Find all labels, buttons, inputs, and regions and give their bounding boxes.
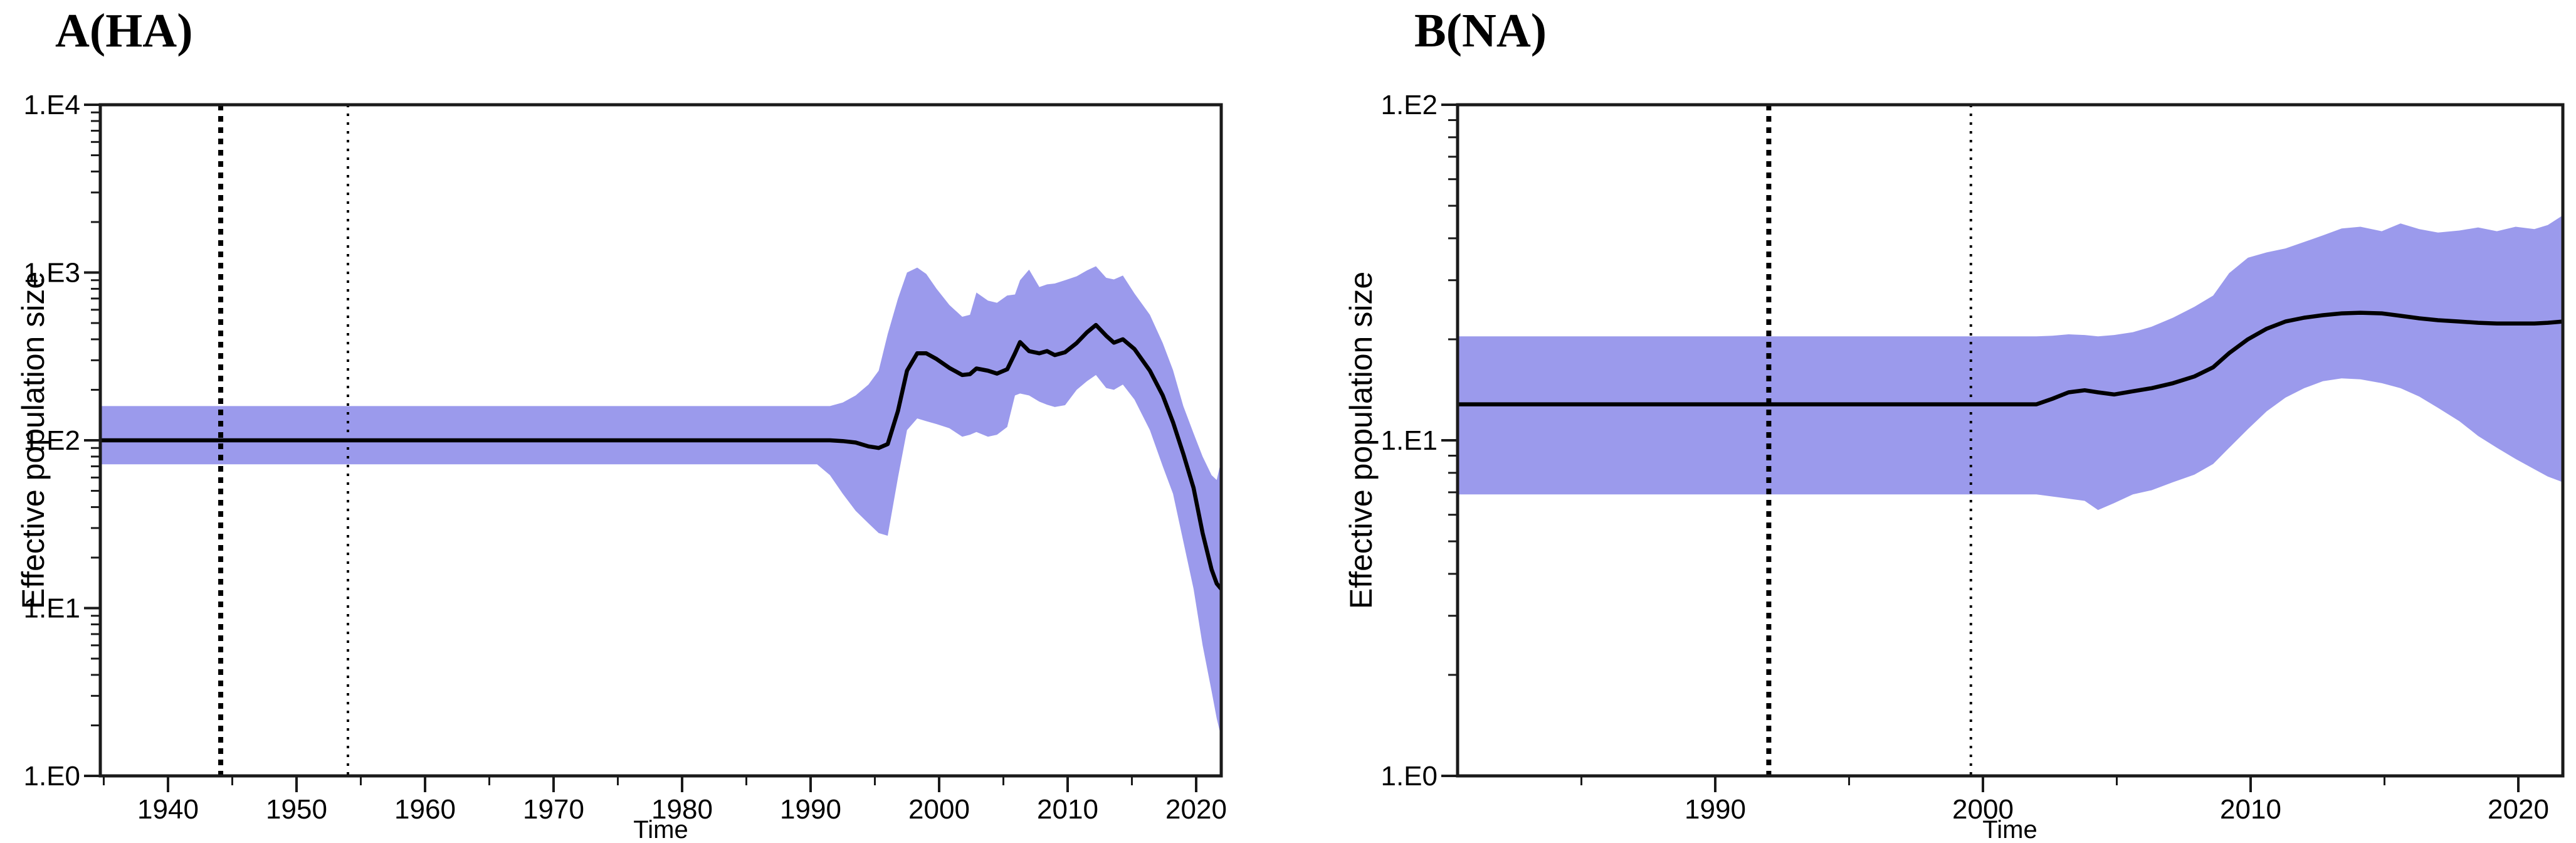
y-tick-label: 1.E1	[23, 593, 80, 624]
panel-a-title: A(HA)	[55, 4, 193, 57]
x-tick-label: 2010	[2220, 794, 2281, 825]
x-tick-label: 2010	[1037, 794, 1098, 825]
panel-b-plot-area: 1990 2000 2010 2020 1.E0 1.E1 1.E2	[1380, 90, 2565, 825]
y-tick-label: 1.E0	[1380, 761, 1438, 792]
x-tick-label: 1980	[651, 794, 713, 825]
y-tick-label: 1.E2	[1380, 90, 1438, 120]
clipped-series	[100, 266, 1221, 738]
panel-a-plot-area: 1940 1950 1960 1970 1980 1990 2000 2010 2020 1.E0…	[23, 90, 1226, 825]
panel-b: B(NA) Effective population size Time 199…	[1343, 4, 2565, 843]
panel-b-x-axis-label: Time	[1982, 816, 2037, 843]
median-line	[100, 322, 1221, 591]
y-tick-label: 1.E0	[23, 761, 80, 792]
x-tick-label: 2020	[1165, 794, 1227, 825]
y-tick-label: 1.E4	[23, 90, 80, 120]
panel-a: A(HA) Effective population size Time 194…	[16, 4, 1227, 843]
clipped-series	[1458, 215, 2563, 511]
panel-a-y-axis-label: Effective population size	[16, 272, 51, 609]
panel-a-x-axis-label: Time	[633, 816, 688, 843]
median-line	[1458, 310, 2563, 406]
credible-interval-band	[100, 266, 1221, 738]
x-tick-label: 1990	[1685, 794, 1746, 825]
x-tick-label: 1990	[780, 794, 841, 825]
credible-interval-band	[1458, 215, 2563, 511]
panel-b-title: B(NA)	[1414, 4, 1547, 57]
panel-b-y-axis-label: Effective population size	[1343, 272, 1379, 609]
x-tick-label: 1960	[394, 794, 456, 825]
x-tick-label: 1970	[523, 794, 584, 825]
y-tick-label: 1.E1	[1380, 425, 1438, 456]
x-tick-label: 2000	[1952, 794, 2014, 825]
x-tick-label: 1950	[266, 794, 327, 825]
x-tick-label: 2020	[2488, 794, 2549, 825]
x-tick-label: 2000	[908, 794, 970, 825]
y-tick-label: 1.E3	[23, 258, 80, 289]
x-tick-label: 1940	[137, 794, 199, 825]
y-tick-label: 1.E2	[23, 425, 80, 456]
